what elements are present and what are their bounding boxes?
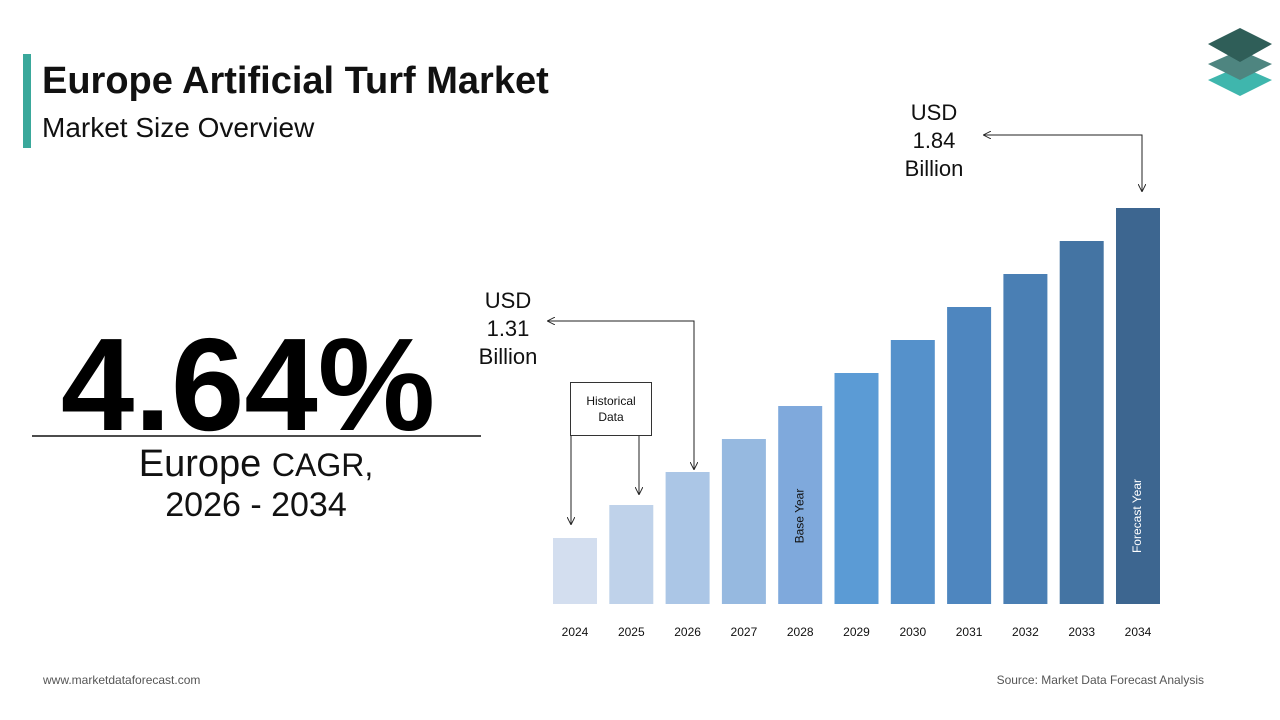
website: www.marketdataforecast.com: [42, 673, 200, 687]
logo: [1208, 28, 1272, 96]
cagr-label: CAGR,: [272, 447, 373, 483]
bar: [834, 373, 879, 604]
cagr-period: 2026 - 2034: [165, 486, 347, 524]
cagr-caption: Europe CAGR,: [139, 443, 373, 485]
x-tick-label: 2027: [731, 625, 758, 639]
historical-box: Historical Data: [570, 382, 652, 436]
x-tick-label: 2030: [899, 625, 926, 639]
annotation: 1.31: [487, 316, 530, 341]
x-tick-label: 2024: [562, 625, 589, 639]
annotation: Billion: [479, 344, 538, 369]
arrow: [548, 321, 694, 469]
source: Source: Market Data Forecast Analysis: [997, 673, 1204, 687]
bar-label: Base Year: [792, 489, 806, 544]
bar: [609, 505, 654, 604]
x-tick-label: 2033: [1068, 625, 1095, 639]
bar: [890, 340, 935, 604]
cagr-region: Europe: [139, 443, 262, 485]
bar: [778, 406, 823, 604]
annotation: Billion: [905, 156, 964, 181]
bar: [947, 307, 992, 604]
x-tick-label: 2028: [787, 625, 814, 639]
bar: [1116, 208, 1160, 604]
x-tick-label: 2025: [618, 625, 645, 639]
title-accent: [23, 54, 31, 148]
annotation: USD: [911, 100, 957, 125]
bar: [1003, 274, 1048, 604]
x-tick-label: 2026: [674, 625, 701, 639]
bar-label: Forecast Year: [1130, 479, 1144, 553]
title: Europe Artificial Turf Market: [42, 60, 549, 102]
bar: [1059, 241, 1104, 604]
cagr-value: 4.64%: [61, 311, 435, 458]
arrow: [984, 135, 1142, 191]
subtitle: Market Size Overview: [42, 112, 315, 143]
annotation: USD: [485, 288, 531, 313]
bar: [553, 538, 597, 604]
bar: [665, 472, 710, 604]
annotation: 1.84: [913, 128, 956, 153]
bar: [721, 439, 766, 604]
x-tick-label: 2032: [1012, 625, 1039, 639]
x-tick-label: 2029: [843, 625, 870, 639]
x-tick-label: 2031: [956, 625, 983, 639]
x-tick-label: 2034: [1125, 625, 1152, 639]
